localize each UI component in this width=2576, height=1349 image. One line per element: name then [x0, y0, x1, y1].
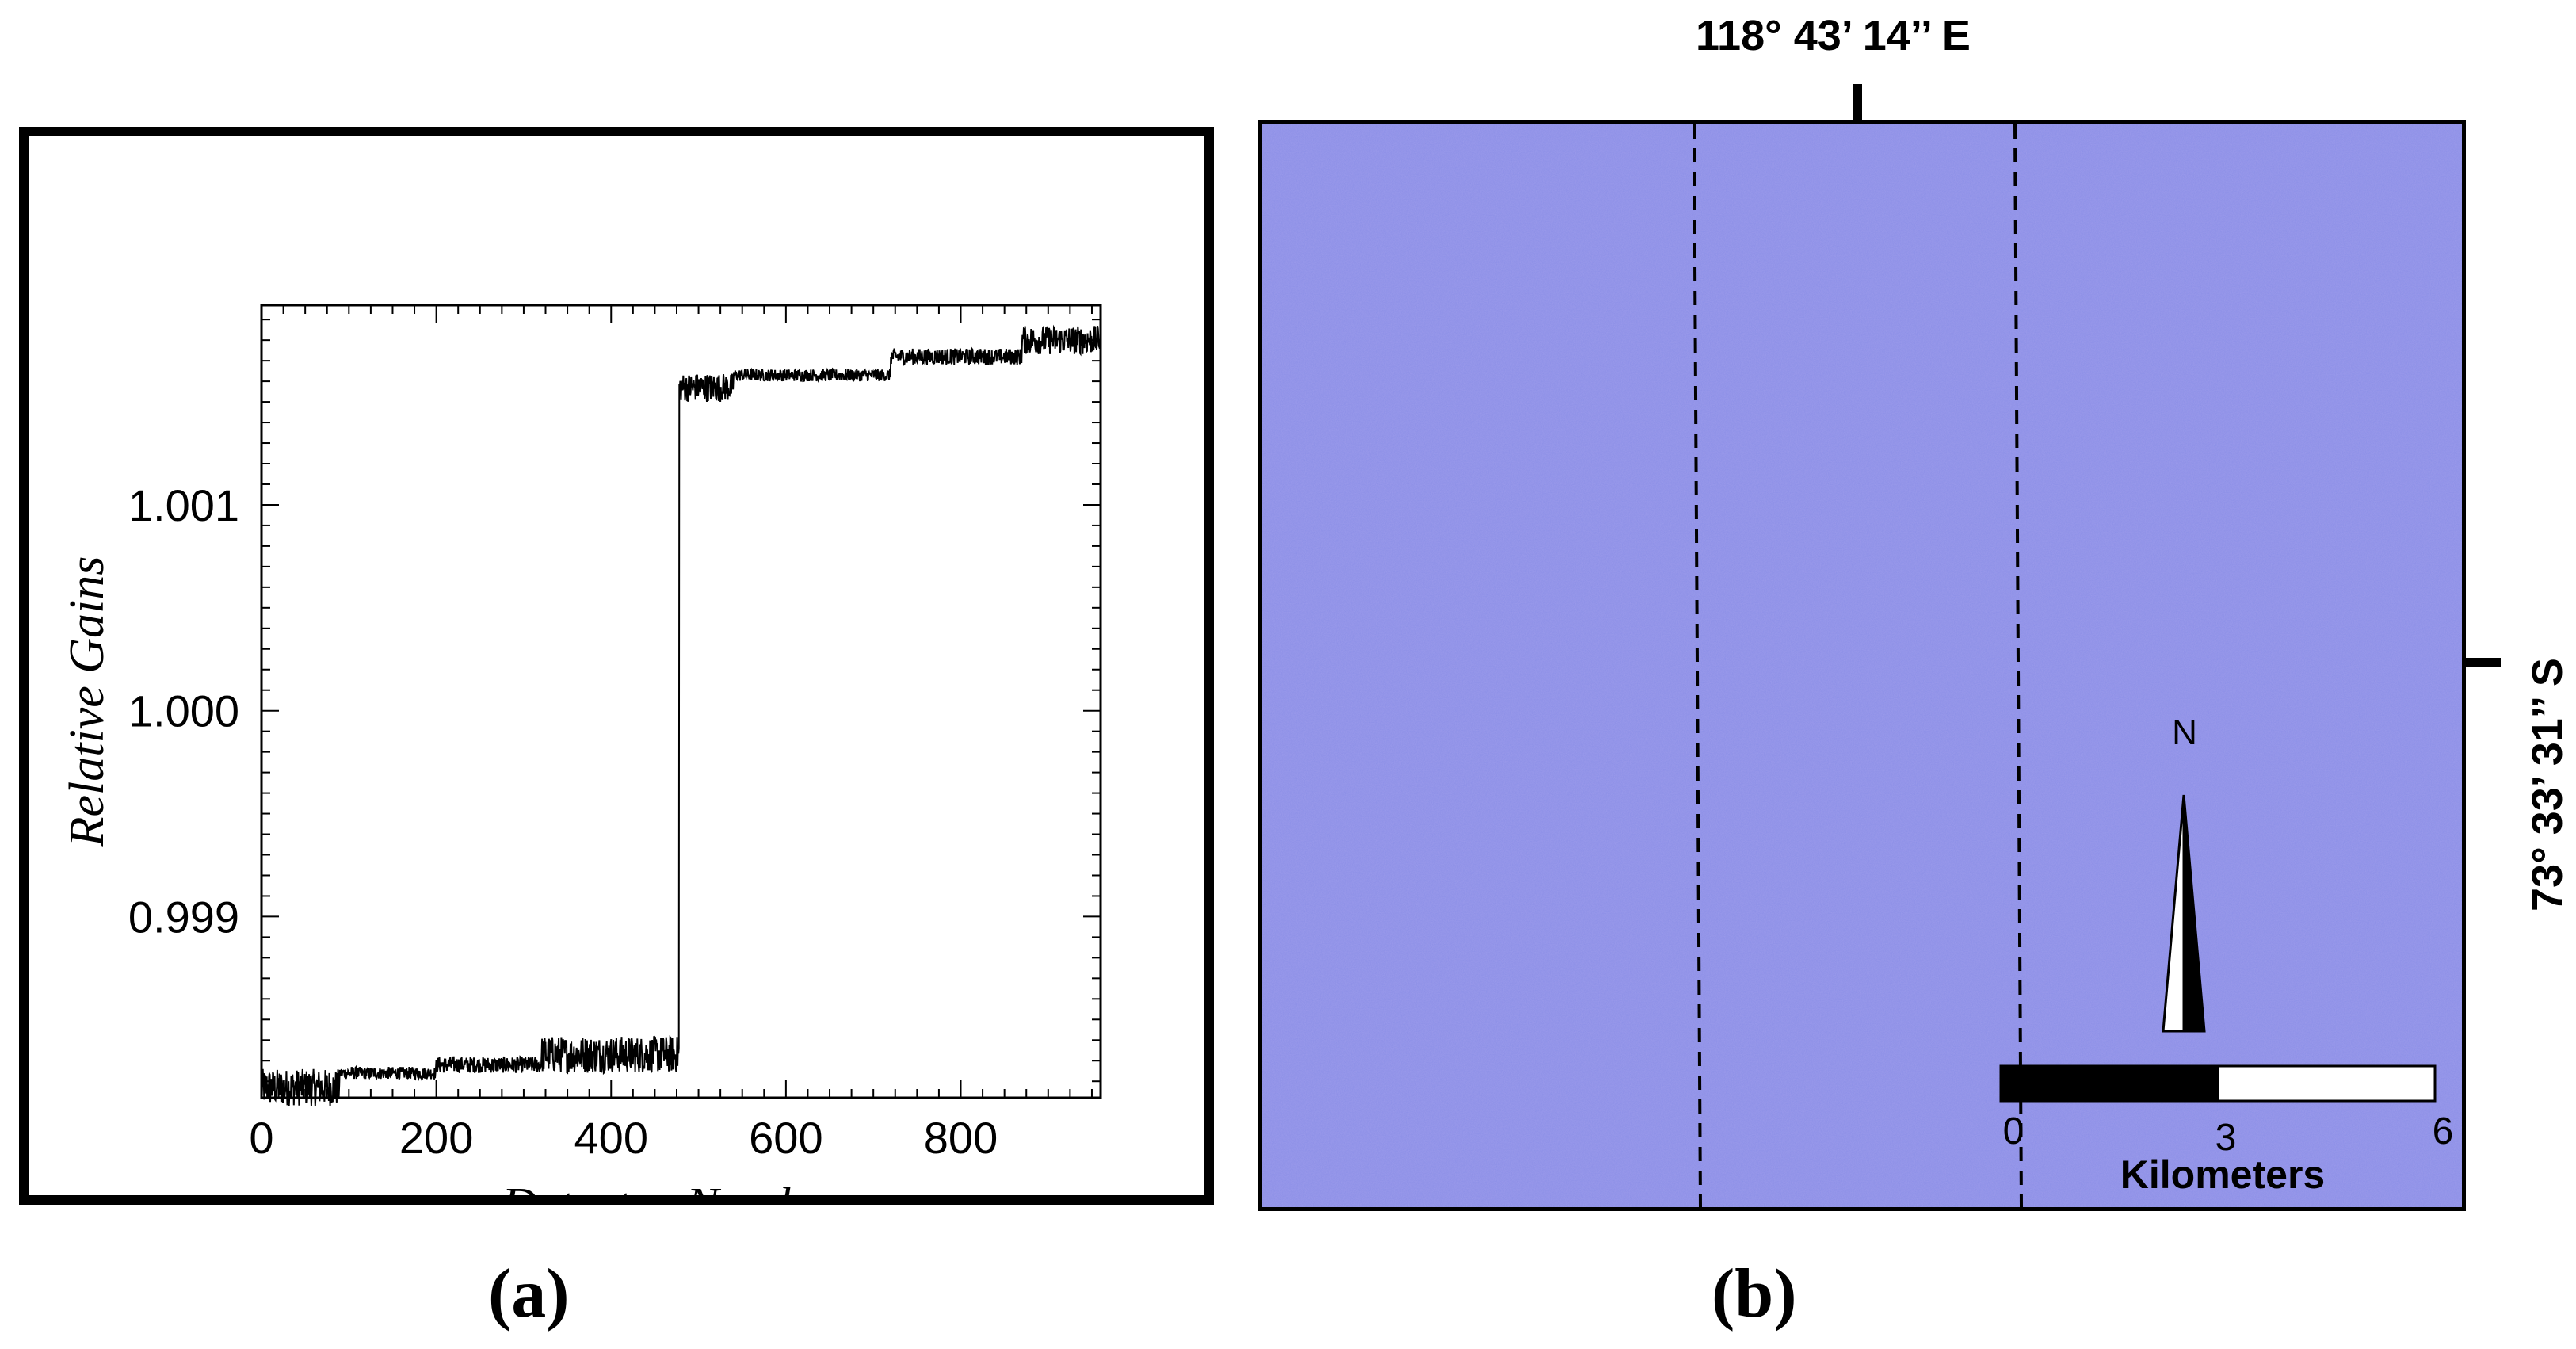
- north-label: N: [2172, 713, 2197, 752]
- relative-gains-plot: 0 200 400 600 800 0.999 1.000 1.001 Detector Num…: [60, 304, 1102, 1195]
- right-latitude-label: 73° 33’ 31’’ S: [2524, 658, 2571, 911]
- y-axis-label: Relative Gains: [60, 556, 114, 848]
- x-tick-label: 0: [249, 1113, 273, 1163]
- x-axis-label: Detector Number: [501, 1179, 845, 1195]
- scale-tick-3: 3: [2215, 1117, 2237, 1159]
- x-tick-label: 600: [749, 1113, 822, 1163]
- x-tick-label: 800: [924, 1113, 998, 1163]
- north-arrow-black-half: [2182, 794, 2206, 1033]
- scale-bar-dark: [1999, 1064, 2219, 1103]
- y-tick-label: 0.999: [128, 892, 239, 942]
- dashed-boundary-right: [2013, 124, 2023, 1207]
- scale-tick-0: 0: [2003, 1110, 2025, 1152]
- caption-a: (a): [488, 1255, 570, 1332]
- top-longitude-label: 118° 43’ 14’’ E: [1696, 12, 1971, 59]
- scale-tick-6: 6: [2433, 1110, 2454, 1152]
- scale-unit-label: Kilometers: [2120, 1152, 2325, 1197]
- satellite-image-grain: [1262, 124, 2462, 1207]
- y-tick-label: 1.000: [128, 686, 239, 736]
- top-longitude-tick: [1853, 84, 1862, 124]
- caption-b: (b): [1712, 1255, 1797, 1332]
- dashed-boundary-left: [1693, 124, 1702, 1207]
- series-line-0: [261, 324, 1101, 1106]
- x-tick-label: 200: [399, 1113, 473, 1163]
- right-latitude-tick: [2466, 658, 2501, 667]
- plot-frame: [260, 304, 1102, 1099]
- panel-a-chart: 0 200 400 600 800 0.999 1.000 1.001 Detector Num…: [19, 127, 1214, 1205]
- x-tick-label: 400: [574, 1113, 648, 1163]
- y-tick-label: 1.001: [128, 480, 239, 530]
- scale-bar-light: [2216, 1064, 2437, 1103]
- panel-b-map: N 0 3 6 Kilometers: [1258, 120, 2466, 1211]
